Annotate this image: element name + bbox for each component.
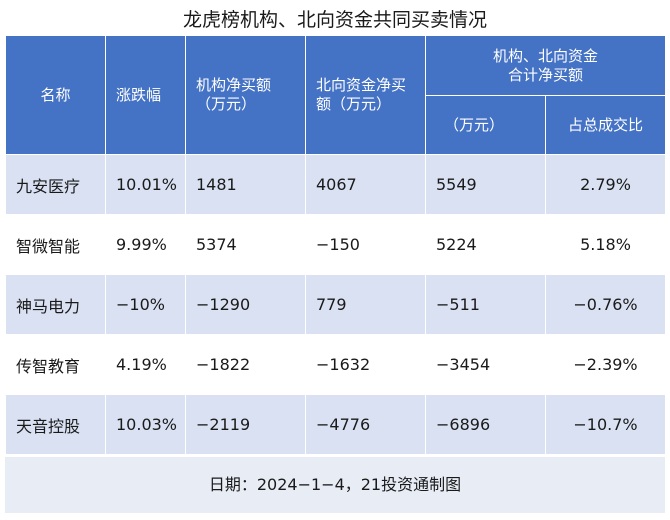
table-row: 传智教育 4.19% −1822 −1632 −3454 −2.39% <box>5 334 667 395</box>
cell-north: −4776 <box>305 394 426 455</box>
table-row: 智微智能 9.99% 5374 −150 5224 5.18% <box>5 214 667 275</box>
cell-change: 4.19% <box>105 334 186 395</box>
cell-share: −2.39% <box>544 334 667 395</box>
cell-share: −10.7% <box>544 394 667 455</box>
cell-share: −0.76% <box>544 274 667 335</box>
cell-north: 4067 <box>305 154 426 215</box>
cell-total: −6896 <box>425 394 546 455</box>
header-combined: 机构、北向资金 合计净买额 <box>424 35 667 96</box>
footer-source: 日期：2024−1−4，21投资通制图 <box>5 457 665 513</box>
cell-name: 神马电力 <box>5 274 106 335</box>
cell-name: 传智教育 <box>5 334 106 395</box>
cell-north: −150 <box>305 214 426 275</box>
cell-inst: −2119 <box>185 394 306 455</box>
header-change: 涨跌幅 <box>105 35 186 155</box>
header-north-net: 北向资金净买 额（万元） <box>305 35 426 155</box>
cell-inst: −1290 <box>185 274 306 335</box>
table-row: 神马电力 −10% −1290 779 −511 −0.76% <box>5 274 667 335</box>
cell-name: 天音控股 <box>5 394 106 455</box>
header-combined-unit: （万元） <box>425 95 546 155</box>
cell-change: 9.99% <box>105 214 186 275</box>
header-name: 名称 <box>5 35 106 155</box>
data-table: 名称 涨跌幅 机构净买额 （万元） 北向资金净买 额（万元） 机构、北向资金 合… <box>5 35 667 455</box>
header-share: 占总成交比 <box>544 95 667 155</box>
cell-inst: 1481 <box>185 154 306 215</box>
cell-total: 5224 <box>425 214 546 275</box>
figure-title: 龙虎榜机构、北向资金共同买卖情况 <box>182 9 487 31</box>
cell-total: −511 <box>425 274 546 335</box>
cell-change: −10% <box>105 274 186 335</box>
table-row: 天音控股 10.03% −2119 −4776 −6896 −10.7% <box>5 394 667 455</box>
cell-change: 10.01% <box>105 154 186 215</box>
table-row: 九安医疗 10.01% 1481 4067 5549 2.79% <box>5 154 667 215</box>
cell-total: −3454 <box>425 334 546 395</box>
cell-north: −1632 <box>305 334 426 395</box>
cell-inst: −1822 <box>185 334 306 395</box>
cell-name: 九安医疗 <box>5 154 106 215</box>
cell-inst: 5374 <box>185 214 306 275</box>
cell-name: 智微智能 <box>5 214 106 275</box>
cell-share: 5.18% <box>544 214 667 275</box>
cell-share: 2.79% <box>544 154 667 215</box>
cell-north: 779 <box>305 274 426 335</box>
header-inst-net: 机构净买额 （万元） <box>185 35 306 155</box>
cell-total: 5549 <box>425 154 546 215</box>
cell-change: 10.03% <box>105 394 186 455</box>
